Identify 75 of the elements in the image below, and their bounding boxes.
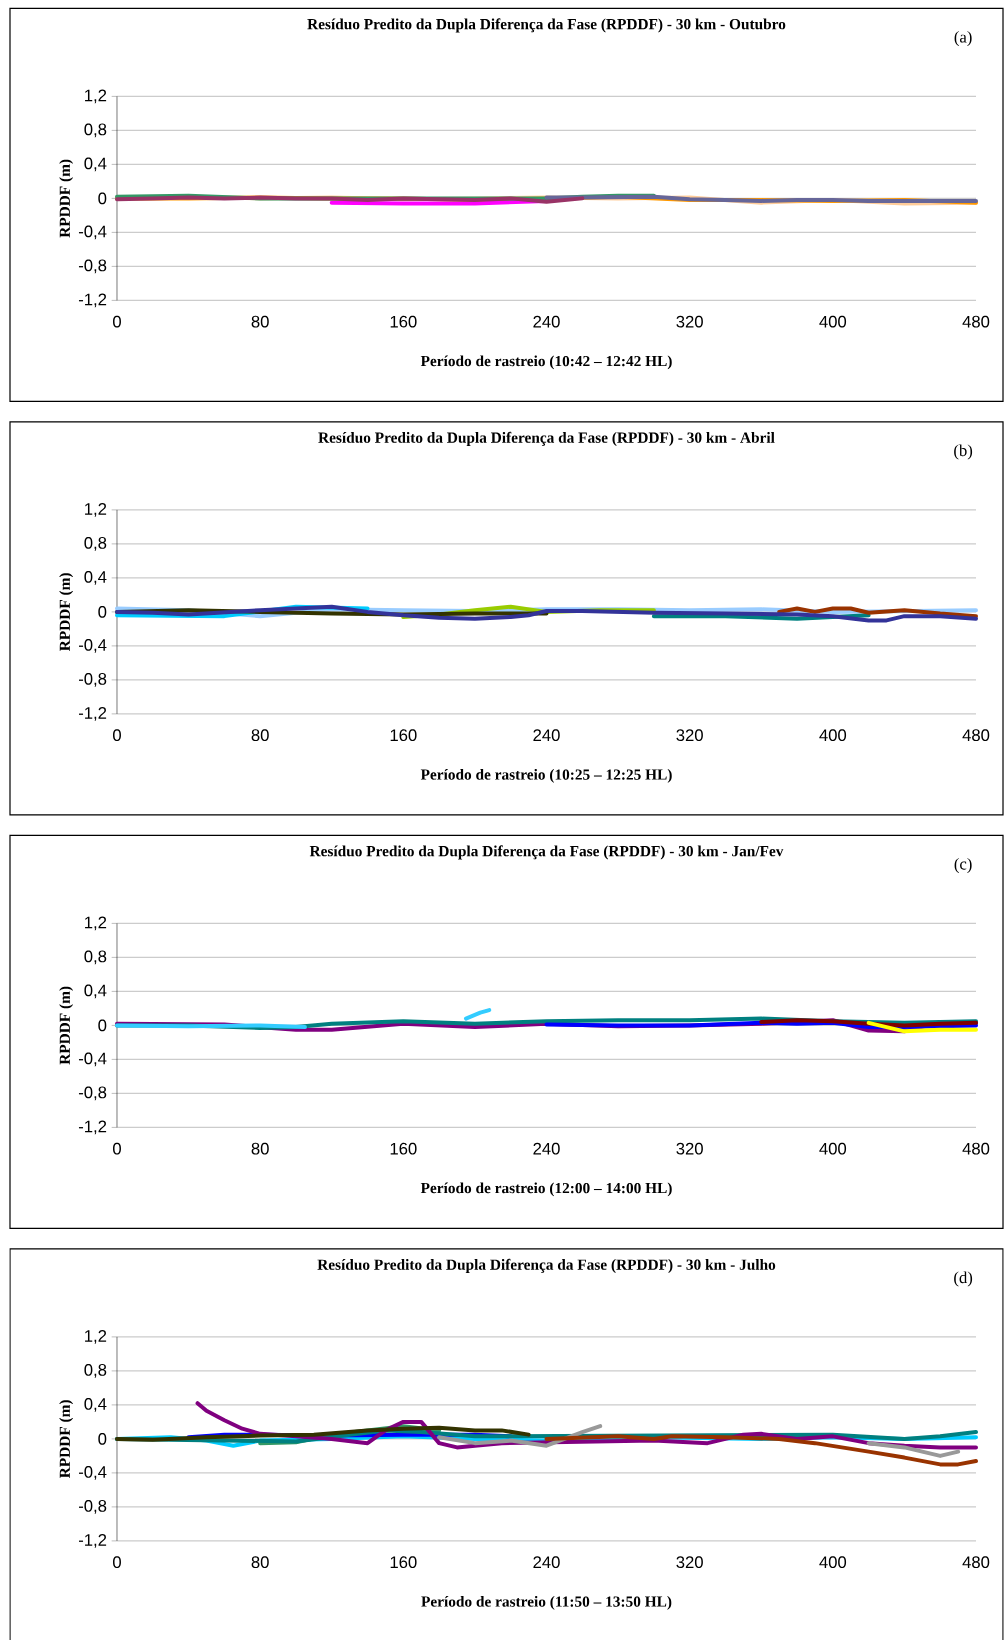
chart-title: Resíduo Predito da Dupla Diferença da Fase (RPDDF) - 30 km - Julho	[317, 1258, 776, 1273]
x-tick-label: 160	[390, 729, 417, 742]
x-tick-label: 400	[819, 1556, 847, 1569]
x-tick-label: 160	[390, 315, 417, 328]
x-tick-label: 400	[819, 729, 847, 742]
y-tick-label: -0,4	[78, 1052, 107, 1067]
x-tick-label: 0	[113, 729, 121, 742]
x-tick-label: 240	[533, 315, 560, 328]
y-axis-title: RPDDF (m)	[59, 1400, 74, 1479]
y-tick-label: 0,4	[84, 157, 107, 172]
y-tick-label: 0,8	[84, 537, 107, 551]
text: (a)	[954, 30, 972, 47]
x-tick-label: 80	[251, 729, 269, 742]
x-tick-label: 320	[676, 315, 703, 328]
y-tick-label: 0	[98, 1433, 107, 1445]
x-tick-label: 160	[390, 1142, 417, 1155]
y-axis-title: RPDDF (m)	[59, 159, 74, 238]
line-series	[115, 1425, 531, 1442]
x-tick-label: 160	[390, 1556, 417, 1569]
x-tick-label: 0	[113, 315, 121, 328]
y-axis-title: RPDDF (m)	[59, 986, 74, 1065]
y-tick-label: -0,8	[78, 259, 107, 274]
x-tick-label: 0	[113, 1556, 121, 1569]
y-tick-label: -0,4	[78, 1466, 107, 1480]
x-tick-label: 480	[962, 315, 990, 328]
y-tick-label: -1,2	[78, 293, 107, 308]
y-tick-label: 0,8	[84, 1364, 107, 1378]
text: (b)	[954, 444, 973, 460]
chart-title: Resíduo Predito da Dupla Diferença da Fase (RPDDF) - 30 km - Jan/Fev	[309, 845, 784, 860]
text: (c)	[954, 857, 972, 874]
y-tick-label: 0,4	[84, 571, 107, 585]
line-series	[777, 606, 978, 619]
y-tick-label: -0,8	[78, 1086, 107, 1101]
y-tick-label: 0	[98, 1019, 107, 1032]
y-tick-label: 0	[98, 192, 107, 205]
y-tick-label: -0,4	[78, 639, 107, 653]
y-tick-label: 0,4	[84, 984, 107, 999]
x-tick-label: 240	[533, 1556, 560, 1569]
text: (d)	[954, 1271, 973, 1287]
y-tick-label: 1,2	[85, 89, 107, 104]
y-tick-label: 0,4	[84, 1398, 107, 1412]
y-tick-label: -1,2	[78, 1120, 107, 1135]
x-tick-label: 400	[819, 315, 847, 328]
y-tick-label: -1,2	[78, 1534, 107, 1548]
chart-title: Resíduo Predito da Dupla Diferença da Fase (RPDDF) - 30 km - Outubro	[307, 18, 786, 33]
x-axis-title: Período de rastreio (12:00 – 14:00 HL)	[420, 1182, 672, 1197]
x-tick-label: 240	[533, 729, 560, 742]
x-tick-label: 320	[676, 729, 703, 742]
x-axis-title: Período de rastreio (11:50 – 13:50 HL)	[421, 1595, 672, 1610]
y-tick-label: -0,8	[78, 1500, 107, 1514]
chart-title: Resíduo Predito da Dupla Diferença da Fase (RPDDF) - 30 km - Abril	[318, 431, 775, 446]
x-tick-label: 480	[962, 1556, 990, 1569]
y-tick-label: 0	[98, 606, 107, 618]
x-tick-label: 80	[251, 1142, 269, 1155]
x-axis-title: Período de rastreio (10:25 – 12:25 HL)	[420, 768, 672, 783]
y-tick-label: 0,8	[84, 123, 107, 138]
x-tick-label: 80	[251, 1556, 269, 1569]
x-tick-label: 320	[676, 1142, 703, 1155]
y-axis-title: RPDDF (m)	[59, 573, 74, 652]
y-tick-label: -1,2	[78, 707, 107, 721]
x-axis-title: Período de rastreio (10:42 – 12:42 HL)	[420, 355, 672, 370]
x-tick-label: 80	[251, 315, 269, 328]
x-tick-label: 480	[962, 1142, 990, 1155]
y-tick-label: 1,2	[85, 503, 107, 517]
y-tick-label: 0,8	[84, 950, 107, 965]
y-tick-label: 1,2	[85, 916, 107, 931]
x-tick-label: 320	[676, 1556, 703, 1569]
x-tick-label: 480	[962, 729, 990, 742]
y-tick-label: -0,4	[78, 225, 107, 240]
y-tick-label: 1,2	[85, 1330, 107, 1344]
y-tick-label: -0,8	[78, 673, 107, 687]
line-series	[544, 1434, 978, 1467]
x-tick-label: 240	[533, 1142, 560, 1155]
x-tick-label: 0	[113, 1142, 121, 1155]
x-tick-label: 400	[819, 1142, 847, 1155]
